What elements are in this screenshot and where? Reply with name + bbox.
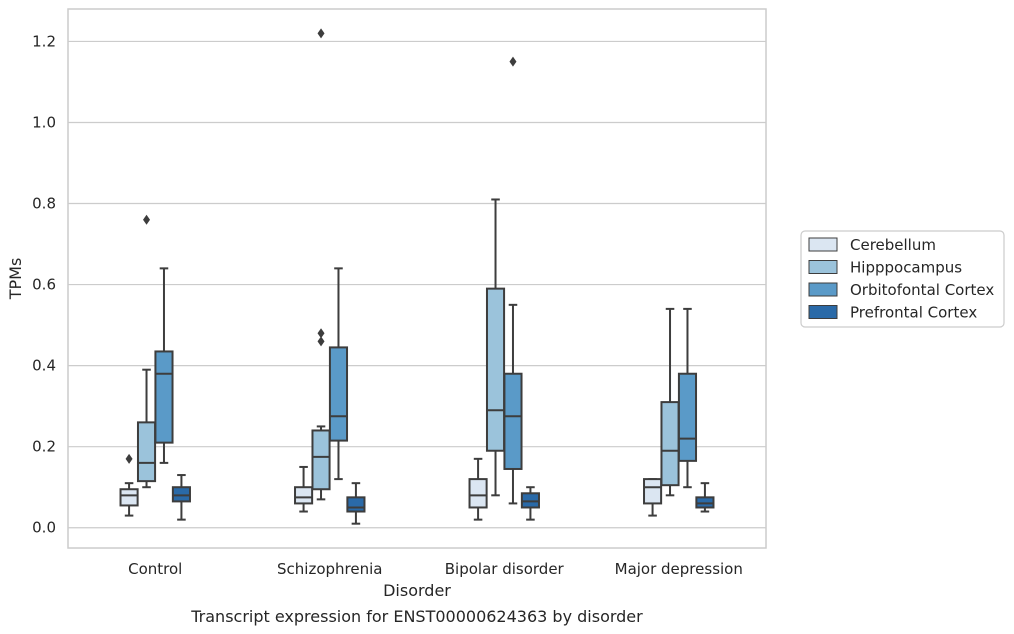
x-tick-label: Control: [128, 560, 182, 578]
box-body: [695, 496, 715, 509]
box-1-3: [346, 482, 366, 525]
y-axis-label: TPMs: [6, 258, 25, 301]
box-0-0: [119, 453, 139, 517]
box-body: [294, 486, 314, 505]
legend: Cerebellum Hipppocampus Orbitofontal Corte…: [800, 230, 1005, 328]
y-tick-label: 1.2: [32, 32, 56, 50]
box-0-2: [154, 267, 174, 464]
box-1-0: [294, 465, 314, 513]
box-2-2: [503, 56, 523, 505]
outlier-point: [317, 28, 325, 39]
y-tick-label: 0.0: [32, 519, 56, 537]
box-body: [346, 496, 366, 513]
box-body: [643, 478, 663, 505]
box-body: [503, 372, 523, 470]
box-3-3: [695, 482, 715, 513]
x-tick-label: Bipolar disorder: [445, 560, 565, 578]
box-body: [520, 492, 540, 509]
outlier-point: [143, 214, 151, 225]
legend-swatch: [808, 237, 838, 252]
box-0-1: [136, 214, 157, 489]
box-3-2: [677, 307, 698, 489]
gridlines: [68, 40, 766, 529]
box-body: [171, 486, 191, 503]
y-tick-label: 0.6: [32, 276, 56, 294]
box-0-3: [171, 474, 191, 521]
x-axis-label: Disorder: [383, 581, 451, 600]
x-axis-ticks: Control Schizophrenia Bipolar disorder Majo…: [128, 560, 743, 578]
box-2-3: [520, 486, 540, 521]
legend-label: Hipppocampus: [850, 259, 962, 277]
box-body: [485, 287, 506, 452]
x-tick-label: Major depression: [615, 560, 743, 578]
box-body: [136, 421, 157, 483]
outlier-point: [509, 56, 517, 67]
legend-label: Cerebellum: [850, 236, 936, 254]
box-3-1: [660, 307, 680, 497]
legend-swatch: [808, 305, 838, 319]
legend-swatch: [808, 282, 838, 297]
plot-area: [119, 28, 715, 525]
outlier-point: [317, 328, 325, 339]
box-body: [154, 350, 174, 444]
plot-frame: [67, 8, 767, 549]
y-tick-label: 0.4: [32, 357, 56, 375]
box-body: [119, 488, 139, 507]
box-body: [328, 346, 349, 442]
legend-swatch: [808, 260, 838, 274]
y-tick-label: 1.0: [32, 113, 56, 131]
box-2-0: [468, 457, 488, 521]
legend-label: Orbitofontal Cortex: [850, 281, 994, 299]
box-1-2: [328, 267, 349, 481]
box-body: [660, 401, 680, 487]
outlier-point: [317, 336, 325, 347]
x-tick-label: Schizophrenia: [277, 560, 382, 578]
legend-frame: [800, 230, 1005, 328]
box-body: [677, 372, 698, 462]
box-3-0: [643, 478, 663, 517]
y-tick-label: 0.2: [32, 438, 56, 456]
box-2-1: [485, 198, 506, 497]
box-body: [468, 478, 488, 509]
outlier-point: [125, 453, 133, 464]
chart-caption: Transcript expression for ENST0000062436…: [190, 607, 643, 626]
box-1-1: [311, 28, 331, 501]
box-body: [311, 429, 331, 491]
y-tick-label: 0.8: [32, 195, 56, 213]
legend-label: Prefrontal Cortex: [850, 304, 977, 322]
y-axis-ticks: 0.0 0.2 0.4 0.6 0.8 1.0 1.2: [32, 32, 56, 536]
